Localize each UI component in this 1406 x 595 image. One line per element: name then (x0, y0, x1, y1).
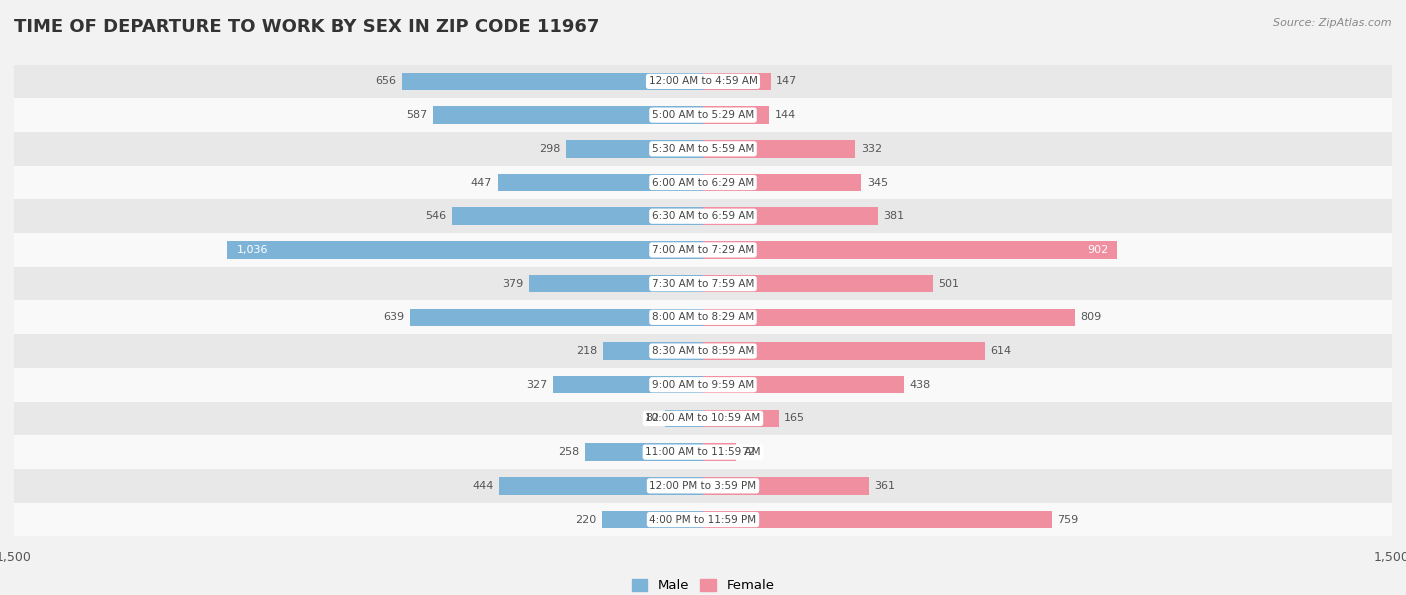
Text: 5:00 AM to 5:29 AM: 5:00 AM to 5:29 AM (652, 110, 754, 120)
Text: 12:00 PM to 3:59 PM: 12:00 PM to 3:59 PM (650, 481, 756, 491)
Bar (14, 334, 1392, 368)
Text: 165: 165 (785, 414, 806, 424)
Bar (14, 165, 1392, 199)
Bar (703, 511, 1052, 528)
Bar (14, 503, 1392, 537)
Text: 809: 809 (1080, 312, 1101, 322)
Bar (14, 267, 1392, 300)
Text: 587: 587 (406, 110, 427, 120)
Bar (703, 208, 877, 225)
Text: 298: 298 (540, 144, 561, 154)
Bar (703, 410, 779, 427)
Bar (14, 402, 1392, 436)
Bar (703, 342, 986, 360)
Bar (703, 107, 769, 124)
Bar (553, 376, 703, 393)
Text: TIME OF DEPARTURE TO WORK BY SEX IN ZIP CODE 11967: TIME OF DEPARTURE TO WORK BY SEX IN ZIP … (14, 18, 599, 36)
Text: 9:00 AM to 9:59 AM: 9:00 AM to 9:59 AM (652, 380, 754, 390)
Bar (14, 300, 1392, 334)
Bar (703, 73, 770, 90)
Bar (14, 132, 1392, 165)
Bar (453, 208, 703, 225)
Bar (703, 275, 934, 292)
Text: 639: 639 (382, 312, 404, 322)
Text: 10:00 AM to 10:59 AM: 10:00 AM to 10:59 AM (645, 414, 761, 424)
Text: Source: ZipAtlas.com: Source: ZipAtlas.com (1274, 18, 1392, 28)
Bar (402, 73, 703, 90)
Legend: Male, Female: Male, Female (626, 574, 780, 595)
Text: 258: 258 (558, 447, 579, 457)
Bar (603, 342, 703, 360)
Bar (14, 233, 1392, 267)
Text: 614: 614 (990, 346, 1012, 356)
Bar (529, 275, 703, 292)
Bar (14, 469, 1392, 503)
Bar (665, 410, 703, 427)
Bar (433, 107, 703, 124)
Text: 4:00 PM to 11:59 PM: 4:00 PM to 11:59 PM (650, 515, 756, 525)
Text: 656: 656 (375, 76, 396, 86)
Bar (703, 309, 1074, 326)
Bar (703, 477, 869, 494)
Text: 220: 220 (575, 515, 596, 525)
Text: 381: 381 (883, 211, 904, 221)
Bar (567, 140, 703, 158)
Text: 6:30 AM to 6:59 AM: 6:30 AM to 6:59 AM (652, 211, 754, 221)
Text: 438: 438 (910, 380, 931, 390)
Bar (14, 199, 1392, 233)
Text: 902: 902 (1087, 245, 1108, 255)
Text: 361: 361 (875, 481, 896, 491)
Bar (703, 140, 855, 158)
Text: 11:00 AM to 11:59 AM: 11:00 AM to 11:59 AM (645, 447, 761, 457)
Text: 546: 546 (426, 211, 447, 221)
Text: 8:30 AM to 8:59 AM: 8:30 AM to 8:59 AM (652, 346, 754, 356)
Text: 501: 501 (939, 278, 960, 289)
Bar (703, 241, 1118, 259)
Text: 12:00 AM to 4:59 AM: 12:00 AM to 4:59 AM (648, 76, 758, 86)
Text: 218: 218 (576, 346, 598, 356)
Text: 1,036: 1,036 (236, 245, 269, 255)
Text: 7:00 AM to 7:29 AM: 7:00 AM to 7:29 AM (652, 245, 754, 255)
Text: 7:30 AM to 7:59 AM: 7:30 AM to 7:59 AM (652, 278, 754, 289)
Text: 444: 444 (472, 481, 494, 491)
Bar (585, 443, 703, 461)
Text: 5:30 AM to 5:59 AM: 5:30 AM to 5:59 AM (652, 144, 754, 154)
Bar (499, 477, 703, 494)
Bar (703, 174, 862, 191)
Text: 759: 759 (1057, 515, 1078, 525)
Bar (409, 309, 703, 326)
Bar (703, 443, 737, 461)
Text: 147: 147 (776, 76, 797, 86)
Text: 332: 332 (860, 144, 882, 154)
Text: 447: 447 (471, 177, 492, 187)
Text: 327: 327 (526, 380, 547, 390)
Bar (228, 241, 703, 259)
Text: 82: 82 (645, 414, 659, 424)
Text: 379: 379 (502, 278, 523, 289)
Bar (14, 368, 1392, 402)
Bar (703, 376, 904, 393)
Bar (14, 64, 1392, 98)
Text: 6:00 AM to 6:29 AM: 6:00 AM to 6:29 AM (652, 177, 754, 187)
Bar (498, 174, 703, 191)
Text: 144: 144 (775, 110, 796, 120)
Bar (14, 98, 1392, 132)
Bar (602, 511, 703, 528)
Bar (14, 436, 1392, 469)
Text: 72: 72 (741, 447, 756, 457)
Text: 8:00 AM to 8:29 AM: 8:00 AM to 8:29 AM (652, 312, 754, 322)
Text: 345: 345 (868, 177, 889, 187)
